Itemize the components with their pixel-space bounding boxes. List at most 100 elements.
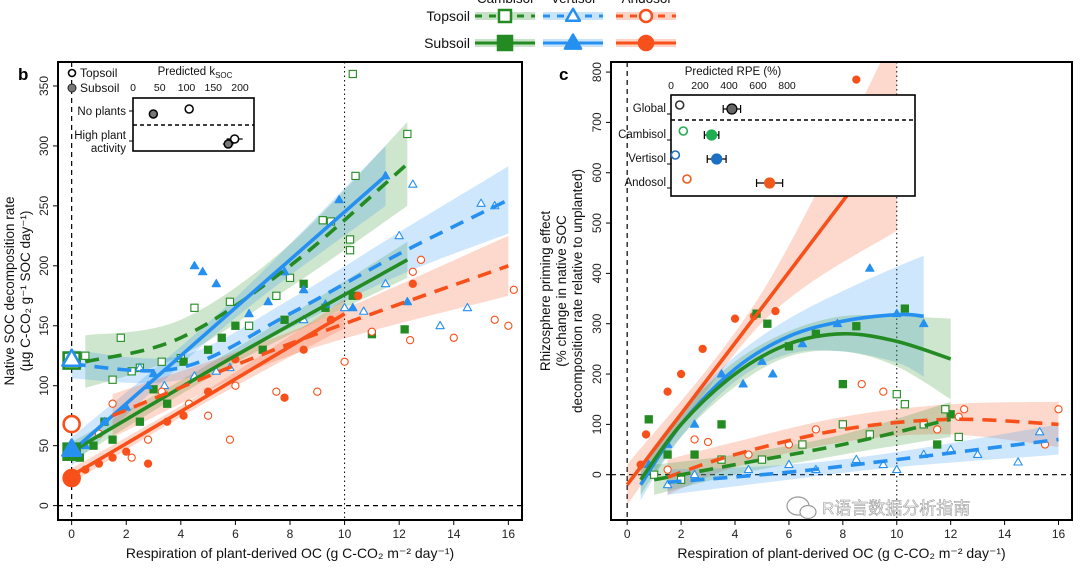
x-tick-label: 4 (177, 527, 184, 541)
y-axis-label: Rhizosphere priming effect (538, 211, 553, 372)
data-point-cambisol-topsoil (225, 297, 235, 306)
data-point-cambisol-topsoil (900, 400, 910, 409)
data-point-andosol-topsoil (143, 435, 153, 444)
data-point-cambisol-topsoil (345, 246, 355, 255)
y-tick-label: 350 (37, 76, 51, 96)
y-tick-label: 300 (590, 313, 604, 333)
inset-x-tick-label: 200 (231, 82, 249, 94)
data-point-vertisol-topsoil (972, 449, 983, 459)
data-point-vertisol-topsoil (408, 179, 418, 188)
data-point-cambisol-subsoil (149, 385, 158, 394)
data-point-andosol-subsoil (179, 411, 188, 420)
data-point-cambisol-subsoil (690, 450, 699, 459)
inset-point-subsoil (705, 129, 718, 141)
confidence-band-andosol-topsoil (667, 401, 1059, 495)
inset-point-topsoil (229, 134, 240, 144)
data-point-vertisol-topsoil (878, 459, 888, 469)
data-point-vertisol-subsoil (298, 284, 309, 294)
inset-x-tick-label: 50 (154, 82, 166, 94)
inset-point-subsoil (763, 177, 776, 189)
legend-column-cambisol: Cambisol (477, 0, 533, 6)
data-point-andosol-subsoil (143, 459, 153, 468)
x-tick-label: 12 (392, 527, 406, 541)
data-point-cambisol-topsoil (244, 321, 254, 330)
data-point-andosol-topsoil (367, 327, 377, 336)
inset-point-subsoil (726, 103, 738, 115)
x-axis-label: Respiration of plant-derived OC (g C-CO₂… (126, 545, 454, 561)
x-tick-label: 14 (447, 527, 461, 541)
panel-label: b (18, 65, 28, 84)
data-point-cambisol-subsoil (717, 420, 726, 429)
x-tick-label: 10 (890, 527, 904, 541)
x-tick-label: 8 (840, 527, 847, 541)
confidence-band-vertisol-subsoil (640, 255, 924, 500)
data-point-vertisol-subsoil (263, 296, 273, 306)
inset-x-tick-label: 800 (778, 80, 796, 92)
data-point-vertisol-subsoil (334, 195, 344, 204)
y-tick-label: 500 (590, 213, 604, 233)
inset-title-subscript: SOC (215, 71, 233, 80)
data-point-vertisol-topsoil (476, 198, 486, 207)
data-point-vertisol-topsoil (784, 459, 794, 469)
data-point-vertisol-subsoil (919, 318, 929, 328)
inset-x-tick-label: 150 (204, 82, 222, 94)
fit-line-cambisol-topsoil (84, 162, 409, 364)
plot-area (58, 62, 522, 520)
inset-point-topsoil (670, 150, 681, 160)
x-tick-label: 12 (944, 527, 958, 541)
inset-x-tick-label: 100 (178, 82, 196, 94)
data-point-vertisol-subsoil (797, 338, 808, 348)
inset-point-topsoil (678, 126, 689, 136)
legend-column-andosol: Andosol (622, 0, 671, 6)
data-point-cambisol-topsoil (157, 357, 166, 366)
legend-marker-circle (638, 8, 654, 24)
x-axis-label: Respiration of plant-derived OC (g C-CO₂… (677, 545, 1005, 561)
x-tick-label: 2 (678, 527, 685, 541)
y-tick-label: 250 (37, 196, 51, 216)
data-point-cambisol-topsoil (190, 303, 199, 312)
legend-marker-square (496, 34, 514, 52)
data-point-andosol-subsoil (408, 279, 417, 288)
inset-legend-subsoil-marker (67, 83, 77, 93)
data-point-cambisol-topsoil (348, 69, 357, 79)
data-point-vertisol-subsoil (211, 278, 221, 288)
inset-predicted-rpe: Predicted RPE (%) 0 200 400 600 800 Global Camb… (618, 66, 916, 197)
data-point-andosol-topsoil (203, 411, 213, 420)
data-point-vertisol-topsoil (689, 469, 700, 479)
data-point-cambisol-topsoil (941, 405, 950, 414)
inset-legend-topsoil: Topsoil (80, 66, 117, 80)
intercept-marker-andosol-subsoil (62, 468, 81, 488)
data-point-vertisol-subsoil (768, 369, 778, 378)
inset-frame (670, 94, 916, 197)
data-point-cambisol-topsoil (285, 273, 295, 282)
data-point-cambisol-topsoil (798, 440, 807, 449)
inset-point-topsoil (682, 174, 692, 184)
data-point-andosol-subsoil (698, 344, 707, 354)
data-point-cambisol-subsoil (946, 410, 955, 419)
inset-point-subsoil (148, 109, 159, 119)
inset-x-tick-label: 0 (668, 80, 674, 92)
data-point-cambisol-subsoil (900, 304, 910, 313)
data-point-vertisol-topsoil (662, 479, 673, 489)
data-point-vertisol-subsoil (189, 260, 200, 270)
data-point-vertisol-subsoil (348, 302, 358, 312)
data-point-vertisol-topsoil (359, 306, 369, 315)
inset-title: Predicted RPE (%) (685, 66, 782, 78)
data-point-vertisol-topsoil (135, 362, 145, 372)
data-point-andosol-topsoil (960, 405, 969, 414)
data-point-vertisol-subsoil (402, 296, 413, 306)
data-point-vertisol-topsoil (435, 320, 445, 330)
data-point-andosol-topsoil (811, 425, 821, 434)
y-axis-label: (% change in native SOC (554, 215, 569, 367)
legend: Cambisol Vertisol Andosol Topsoil Subsoil (424, 0, 676, 52)
legend-marker-triangle (563, 33, 583, 50)
data-point-cambisol-topsoil (272, 291, 281, 300)
fit-line-andosol-topsoil (111, 264, 509, 418)
y-tick-label: 100 (590, 414, 604, 434)
legend-marker-circle (637, 34, 655, 52)
data-point-andosol-subsoil (641, 430, 651, 439)
data-point-andosol-topsoil (313, 387, 322, 396)
inset-x-tick-label: 400 (720, 80, 738, 92)
data-point-andosol-topsoil (225, 435, 235, 444)
data-point-andosol-topsoil (690, 435, 699, 444)
